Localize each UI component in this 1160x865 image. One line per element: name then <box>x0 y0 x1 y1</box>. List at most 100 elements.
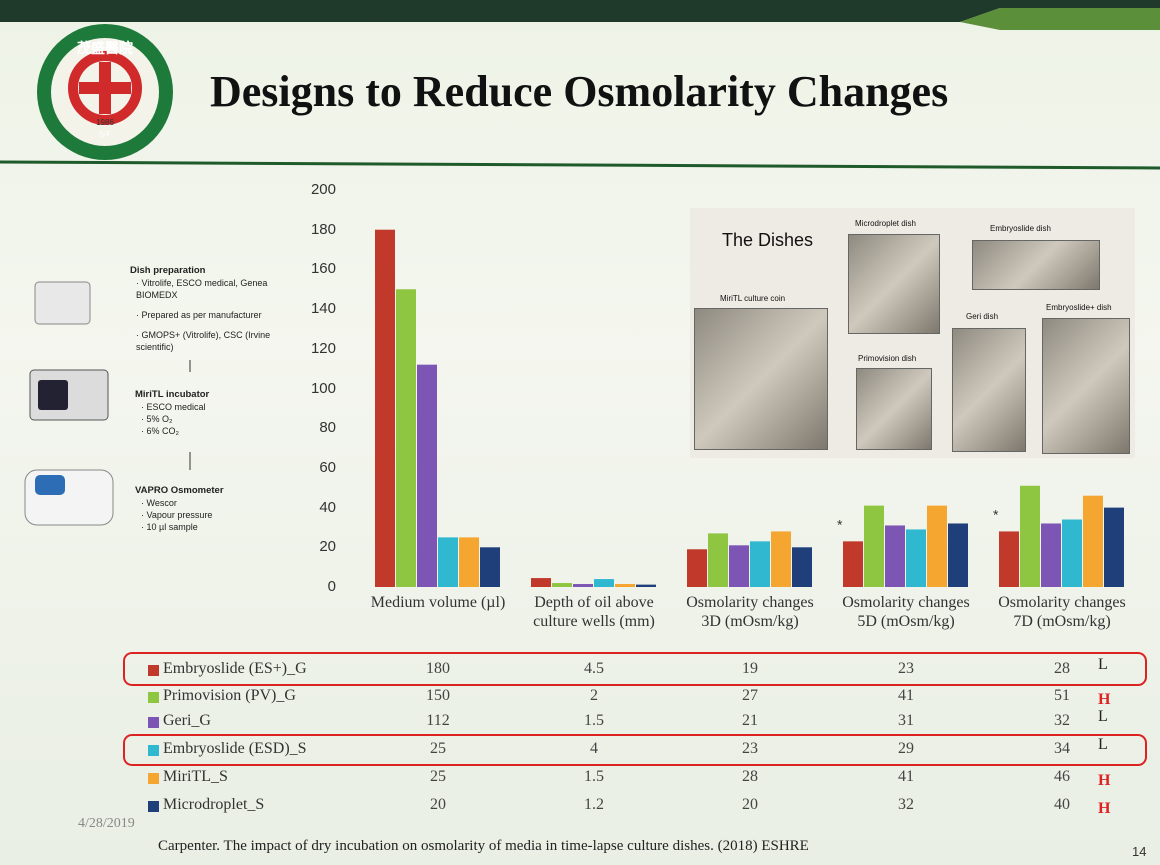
dish-icon <box>34 281 91 325</box>
y-tick-label: 80 <box>319 419 336 437</box>
bar <box>1083 495 1103 587</box>
bar <box>906 529 926 587</box>
bar <box>999 531 1019 587</box>
step-title: MiriTL incubator <box>135 389 210 400</box>
legend-swatch <box>148 745 159 756</box>
step-item-text: Vapour pressure <box>146 510 213 520</box>
bar <box>771 531 791 587</box>
x-tick-label: Osmolarity changes 5D (mOsm/kg) <box>842 594 970 630</box>
logo-cross <box>79 82 131 94</box>
rating: L <box>1098 656 1108 673</box>
photo <box>694 308 828 450</box>
step-item-text: Wescor <box>146 498 177 508</box>
annotation: * <box>993 506 999 522</box>
step-item-text: 10 µl sample <box>146 522 198 532</box>
photo-label: Embryoslide+ dish <box>1046 303 1112 312</box>
bar <box>1020 485 1040 587</box>
table-cell: 180 <box>426 660 450 677</box>
photo-label: Microdroplet dish <box>855 219 916 228</box>
step-item: · Wescor <box>141 498 177 508</box>
table-cell: 25 <box>430 740 446 757</box>
table-cell: 150 <box>426 687 450 704</box>
photo-label: MiriTL culture coin <box>720 294 786 303</box>
step-item: · GMOPS+ (Vitrolife), CSC (Irvine scient… <box>136 330 271 352</box>
legend-label: Embryoslide (ESD)_S <box>163 740 307 757</box>
highlight-box <box>123 734 1147 766</box>
sidebar: MiriTL incubator · ESCO medical · 5% O₂ … <box>135 388 295 437</box>
table-cell: 1.2 <box>584 796 604 813</box>
logo-year: 1986 <box>96 118 114 127</box>
bar <box>396 289 416 587</box>
table-cell: 21 <box>742 712 758 729</box>
photo <box>848 234 940 334</box>
y-tick-label: 40 <box>319 498 336 516</box>
photo-label: Primovision dish <box>858 354 917 363</box>
step-item: · Vapour pressure <box>141 510 213 520</box>
step-item-text: 6% CO₂ <box>146 426 180 436</box>
bar <box>552 583 572 587</box>
table-cell: 23 <box>898 660 914 677</box>
legend-swatch <box>148 773 159 784</box>
table-cell: 28 <box>742 768 758 785</box>
step-title: Dish preparation <box>130 265 206 276</box>
highlight-box <box>123 652 1147 686</box>
legend-label: MiriTL_S <box>163 768 228 785</box>
step-item-text: Vitrolife, ESCO medical, Genea BIOMEDX <box>136 278 268 300</box>
table-cell: 19 <box>742 660 758 677</box>
x-tick-label: Depth of oil above culture wells (mm) <box>533 594 655 630</box>
page-number: 14 <box>1132 844 1147 859</box>
rating: L <box>1098 736 1108 753</box>
top-band-accent <box>960 8 1160 30</box>
bar <box>1104 507 1124 587</box>
logo-text: 茂盛醫院 <box>77 40 133 56</box>
bar <box>438 537 458 587</box>
legend-swatch <box>148 692 159 703</box>
logo-label: IVF <box>98 130 112 139</box>
x-tick-label: Osmolarity changes 7D (mOsm/kg) <box>998 594 1126 630</box>
x-tick-label: Medium volume (µl) <box>370 594 506 611</box>
bar <box>480 547 500 587</box>
step-item: · Vitrolife, ESCO medical, Genea BIOMEDX <box>136 278 268 300</box>
table-cell: 51 <box>1054 687 1070 704</box>
table-cell: 41 <box>898 687 914 704</box>
rating: H <box>1098 691 1111 708</box>
step-item-text: ESCO medical <box>146 402 206 412</box>
y-tick-label: 200 <box>310 181 336 198</box>
y-tick-label: 100 <box>310 379 336 397</box>
table-cell: 112 <box>426 712 450 729</box>
photo <box>1042 318 1130 454</box>
slide-date: 4/28/2019 <box>78 816 135 831</box>
bar <box>417 364 437 587</box>
bar <box>927 505 947 587</box>
legend-swatch <box>148 665 159 676</box>
citation: Carpenter. The impact of dry incubation … <box>158 838 809 854</box>
photo-label: Geri dish <box>966 312 999 321</box>
legend-swatch <box>148 717 159 728</box>
table-cell: 41 <box>898 768 914 785</box>
y-tick-label: 20 <box>319 538 336 556</box>
legend-swatch <box>148 801 159 812</box>
osmometer-panel <box>35 475 65 495</box>
table-cell: 31 <box>898 712 914 729</box>
y-tick-label: 0 <box>327 578 336 595</box>
bar <box>615 584 635 587</box>
bar <box>636 584 656 587</box>
y-tick-label: 60 <box>319 458 336 476</box>
bar <box>750 541 770 587</box>
y-tick-label: 160 <box>310 260 336 278</box>
table-cell: 27 <box>742 687 758 704</box>
bar <box>594 579 614 587</box>
step-item: · 5% O₂ <box>141 414 173 424</box>
annotation: * <box>837 516 843 532</box>
table-cell: 4.5 <box>584 660 604 677</box>
slide-title: Designs to Reduce Osmolarity Changes <box>210 67 949 116</box>
bar <box>459 537 479 587</box>
table-cell: 1.5 <box>584 768 604 785</box>
table-cell: 40 <box>1054 796 1070 813</box>
table-cell: 46 <box>1054 768 1070 785</box>
sidebar: VAPRO Osmometer · Wescor · Vapour pressu… <box>135 484 295 533</box>
top-band <box>0 0 1160 22</box>
rating: L <box>1098 708 1108 725</box>
